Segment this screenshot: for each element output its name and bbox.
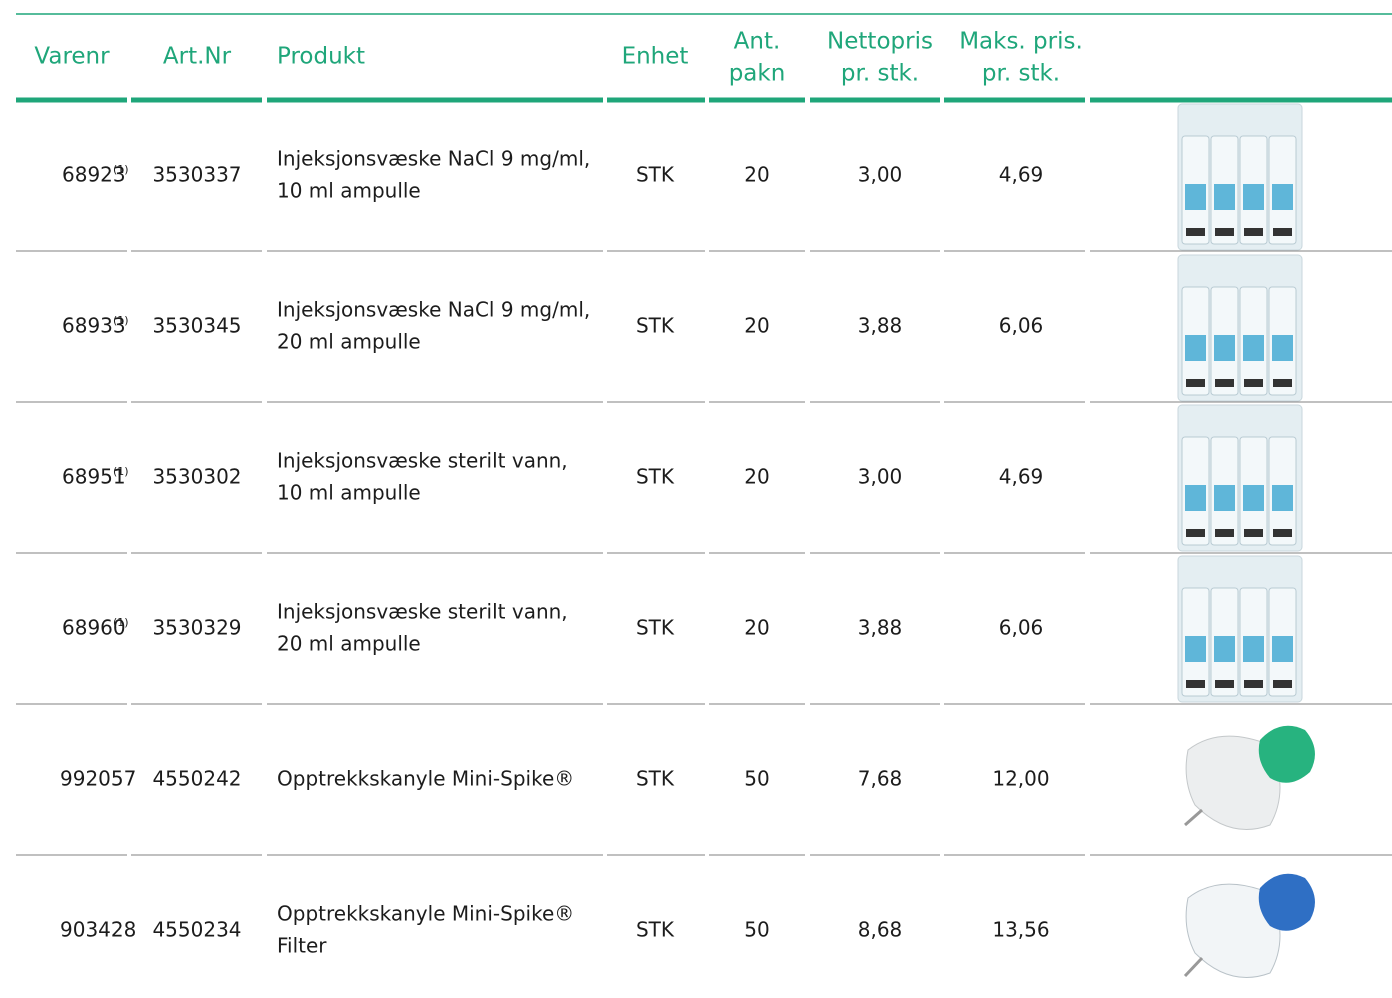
product-name: Filter	[277, 934, 327, 958]
artnr: 4550242	[152, 767, 241, 791]
varenr: 992057	[60, 767, 136, 791]
max-price: 12,00	[992, 767, 1049, 791]
column-header: Ant.	[734, 29, 781, 55]
artnr: 3530329	[152, 616, 241, 640]
product-image	[1185, 726, 1315, 830]
product-name: Injeksjonsvæske NaCl 9 mg/ml,	[277, 147, 590, 171]
page: Varenr Art.Nr Produkt Enhet Ant. pakn Nettopri…	[0, 0, 1392, 998]
column-header: Art.Nr	[163, 44, 232, 70]
pack-count: 50	[744, 767, 769, 791]
unit: STK	[636, 616, 675, 640]
pack-count: 20	[744, 616, 769, 640]
footnote-marker: (1)	[113, 163, 129, 176]
column-header: Maks. pris.	[959, 29, 1083, 55]
product-image	[1178, 556, 1302, 702]
artnr: 3530337	[152, 163, 241, 187]
max-price: 13,56	[992, 918, 1049, 942]
unit: STK	[636, 918, 675, 942]
net-price: 7,68	[858, 767, 903, 791]
unit: STK	[636, 163, 675, 187]
product-name: 20 ml ampulle	[277, 330, 421, 354]
product-name: Injeksjonsvæske sterilt vann,	[277, 449, 568, 473]
varenr: 903428	[60, 918, 136, 942]
product-name: Injeksjonsvæske NaCl 9 mg/ml,	[277, 298, 590, 322]
pack-count: 20	[744, 465, 769, 489]
product-name: 10 ml ampulle	[277, 179, 421, 203]
footnote-marker: (1)	[113, 314, 129, 327]
column-header: Varenr	[34, 44, 110, 70]
product-name: 10 ml ampulle	[277, 481, 421, 505]
price-table: Varenr Art.Nr Produkt Enhet Ant. pakn Nettopri…	[0, 0, 1392, 998]
product-name: 20 ml ampulle	[277, 632, 421, 656]
max-price: 4,69	[999, 465, 1044, 489]
footnote-marker: (1)	[113, 616, 129, 629]
artnr: 3530302	[152, 465, 241, 489]
pack-count: 20	[744, 163, 769, 187]
column-header: pr. stk.	[841, 61, 919, 87]
pack-count: 50	[744, 918, 769, 942]
net-price: 3,88	[858, 616, 903, 640]
max-price: 4,69	[999, 163, 1044, 187]
product-image	[1185, 874, 1315, 978]
column-header: Produkt	[277, 44, 365, 70]
column-header: Enhet	[622, 44, 689, 70]
net-price: 3,88	[858, 314, 903, 338]
column-header: Nettopris	[827, 29, 933, 55]
footnote-marker: (1)	[113, 465, 129, 478]
artnr: 3530345	[152, 314, 241, 338]
column-header: pr. stk.	[982, 61, 1060, 87]
max-price: 6,06	[999, 314, 1044, 338]
product-name: Injeksjonsvæske sterilt vann,	[277, 600, 568, 624]
artnr: 4550234	[152, 918, 241, 942]
max-price: 6,06	[999, 616, 1044, 640]
product-name: Opptrekkskanyle Mini-Spike®	[277, 767, 574, 791]
net-price: 3,00	[858, 163, 903, 187]
unit: STK	[636, 465, 675, 489]
net-price: 3,00	[858, 465, 903, 489]
column-header: pakn	[729, 61, 786, 87]
unit: STK	[636, 767, 675, 791]
product-image	[1178, 104, 1302, 250]
pack-count: 20	[744, 314, 769, 338]
net-price: 8,68	[858, 918, 903, 942]
product-image	[1178, 255, 1302, 401]
product-image	[1178, 405, 1302, 551]
unit: STK	[636, 314, 675, 338]
product-name: Opptrekkskanyle Mini-Spike®	[277, 902, 574, 926]
